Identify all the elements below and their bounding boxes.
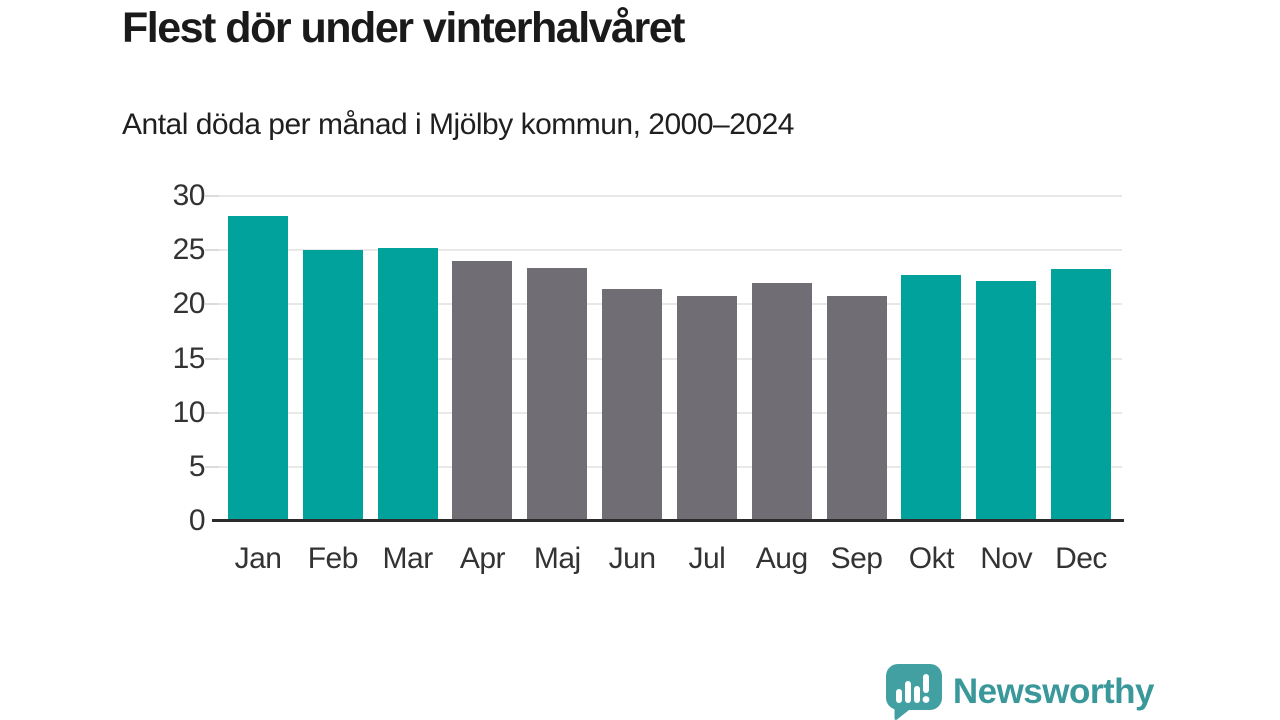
y-tick-25 [205, 249, 219, 252]
y-tick-label-25: 25 [172, 233, 206, 267]
y-tick-label-20: 20 [172, 287, 206, 321]
x-tick-label-okt: Okt [908, 542, 955, 575]
x-tick-label-feb: Feb [307, 542, 359, 575]
newsworthy-logo-icon [885, 663, 943, 720]
brand-footer: Newsworthy [885, 663, 1155, 720]
x-axis-line [212, 519, 1124, 522]
gridline-25 [219, 249, 1122, 252]
bar-jun [602, 289, 663, 521]
bar-mar [377, 248, 438, 521]
x-tick-label-aug: Aug [755, 542, 808, 575]
y-tick-20 [205, 303, 219, 306]
bar-aug [751, 282, 812, 521]
bar-jan [228, 215, 288, 521]
bar-feb [302, 250, 363, 521]
bar-dec [1051, 268, 1112, 521]
y-tick-label-30: 30 [172, 179, 206, 212]
gridline-10 [219, 411, 1122, 414]
bar-nov [976, 280, 1037, 521]
y-tick-label-5: 5 [188, 449, 206, 483]
x-tick-label-jun: Jun [608, 542, 656, 575]
gridline-5 [219, 465, 1122, 468]
x-tick-label-sep: Sep [830, 542, 883, 575]
bar-maj [527, 267, 588, 521]
x-tick-label-maj: Maj [533, 542, 581, 575]
chart-title: Flest dör under vinterhalvåret [122, 4, 685, 52]
x-tick-label-jan: Jan [234, 542, 282, 575]
gridline-30 [219, 195, 1122, 197]
bar-okt [901, 275, 962, 521]
y-tick-label-15: 15 [172, 341, 206, 375]
bar-jul [676, 295, 737, 521]
y-tick-30 [205, 195, 219, 197]
y-tick-5 [205, 465, 219, 468]
plot-area: 0 5 10 15 20 25 30 Jan Feb Mar Apr Maj Jun Jul Aug Sep… [173, 179, 1124, 575]
chart-subtitle: Antal döda per månad i Mjölby kommun, 20… [122, 108, 794, 141]
x-tick-label-jul: Jul [688, 542, 726, 575]
x-tick-label-dec: Dec [1055, 542, 1107, 575]
y-tick-10 [205, 411, 219, 414]
bar-sep [826, 295, 887, 521]
x-tick-label-nov: Nov [980, 542, 1033, 575]
gridline-15 [219, 357, 1122, 360]
x-tick-label-apr: Apr [459, 542, 506, 575]
brand-wordmark: Newsworthy [952, 671, 1155, 711]
x-tick-label-mar: Mar [382, 542, 434, 575]
bar-apr [452, 261, 513, 521]
y-tick-label-0: 0 [188, 504, 206, 537]
y-tick-15 [205, 357, 219, 360]
y-tick-label-10: 10 [172, 395, 206, 429]
gridline-20 [219, 303, 1122, 306]
